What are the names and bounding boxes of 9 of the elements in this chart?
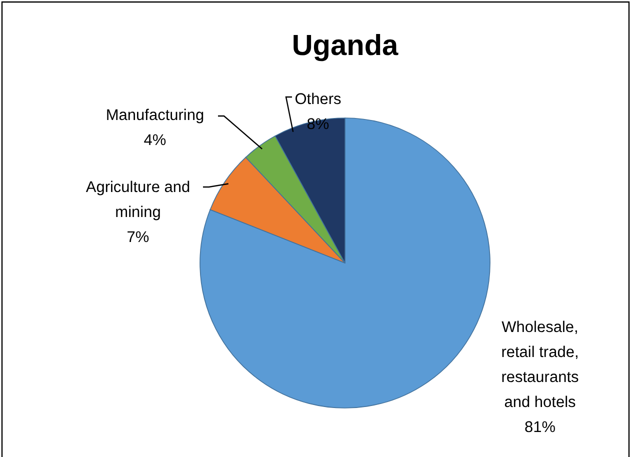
data-label: 8% <box>306 116 330 133</box>
data-label: 7% <box>126 229 150 246</box>
slice-label: Agriculture and mining <box>86 179 190 221</box>
data-label: 81% <box>524 419 556 436</box>
slice-label: Manufacturing <box>106 107 204 124</box>
slice-label: Others <box>294 91 342 108</box>
chart-title: Uganda <box>292 30 400 62</box>
data-label: 4% <box>144 132 166 149</box>
slice-label: Wholesale, retail trade, restaurants and hotels <box>501 319 580 411</box>
